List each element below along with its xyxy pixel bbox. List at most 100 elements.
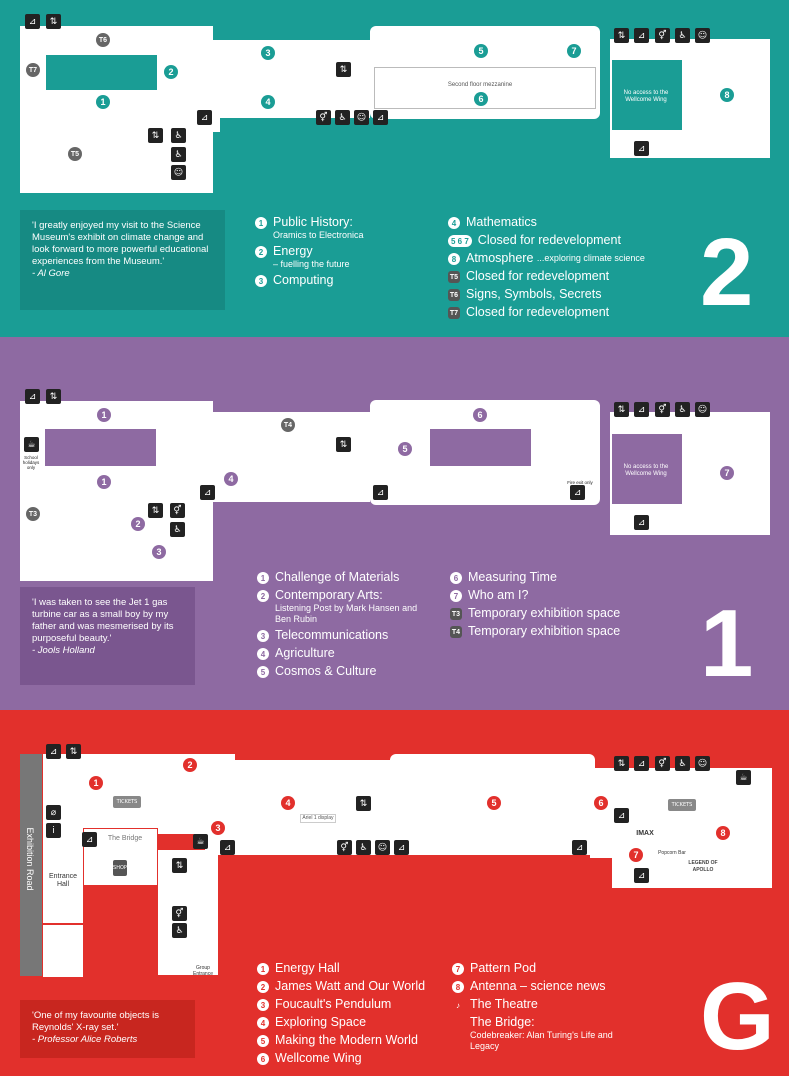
marker-6[interactable]: 6: [474, 92, 488, 106]
stairs-icon[interactable]: ⊿: [46, 744, 61, 759]
marker-1[interactable]: 1: [97, 408, 111, 422]
legend-item[interactable]: T6 Signs, Symbols, Secrets: [448, 287, 602, 301]
lift-icon[interactable]: ⇅: [148, 128, 163, 143]
legend-item[interactable]: 4 Mathematics: [448, 215, 688, 230]
marker-3[interactable]: 3: [261, 46, 275, 60]
accessible-icon[interactable]: ♿: [172, 923, 187, 938]
marker-6[interactable]: 6: [594, 796, 608, 810]
stairs-icon[interactable]: ⊿: [220, 840, 235, 855]
legend-item[interactable]: 2 Energy – fuelling the future: [255, 244, 440, 270]
marker-8[interactable]: 8: [716, 826, 730, 840]
cafe-icon[interactable]: ☕: [736, 770, 751, 785]
legend-item[interactable]: 4 Agriculture: [257, 646, 442, 661]
marker-8[interactable]: 8: [720, 88, 734, 102]
toilets-icon[interactable]: ⚥: [337, 840, 352, 855]
legend-item[interactable]: 7 Pattern Pod: [452, 961, 652, 976]
stairs-icon[interactable]: ⊿: [25, 389, 40, 404]
tickets-icon[interactable]: TICKETS: [113, 796, 141, 808]
stairs-icon[interactable]: ⊿: [614, 808, 629, 823]
accessible-icon[interactable]: ♿: [675, 28, 690, 43]
baby-change-icon[interactable]: ☺: [171, 165, 186, 180]
lift-icon[interactable]: ⇅: [46, 14, 61, 29]
marker-4[interactable]: 4: [281, 796, 295, 810]
legend-item[interactable]: 5 Cosmos & Culture: [257, 664, 442, 679]
baby-change-icon[interactable]: ☺: [354, 110, 369, 125]
baby-change-icon[interactable]: ☺: [695, 402, 710, 417]
marker-2[interactable]: 2: [131, 517, 145, 531]
legend-item[interactable]: 1 Energy Hall: [257, 961, 447, 976]
legend-item[interactable]: T4 Temporary exhibition space: [450, 624, 621, 638]
lift-icon[interactable]: ⇅: [614, 402, 629, 417]
legend-item[interactable]: T3 Temporary exhibition space: [450, 606, 621, 620]
legend-item[interactable]: T5 Closed for redevelopment: [448, 269, 610, 283]
stairs-icon[interactable]: ⊿: [634, 756, 649, 771]
legend-item[interactable]: 3 Telecommunications: [257, 628, 442, 643]
stairs-icon[interactable]: ⊿: [82, 832, 97, 847]
legend-item[interactable]: 2 Contemporary Arts: Listening Post by Mar…: [257, 588, 442, 625]
stairs-icon[interactable]: ⊿: [634, 868, 649, 883]
marker-2[interactable]: 2: [164, 65, 178, 79]
stairs-icon[interactable]: ⊿: [634, 141, 649, 156]
lift-icon[interactable]: ⇅: [172, 858, 187, 873]
legend-item[interactable]: 5 6 7 Closed for redevelopment: [448, 233, 688, 248]
legend-item[interactable]: 4 Exploring Space: [257, 1015, 447, 1030]
toilets-icon[interactable]: ⚥: [655, 756, 670, 771]
legend-item[interactable]: 1 Challenge of Materials: [257, 570, 442, 585]
baby-change-icon[interactable]: ☺: [375, 840, 390, 855]
stairs-icon[interactable]: ⊿: [394, 840, 409, 855]
marker-5[interactable]: 5: [398, 442, 412, 456]
info-icon[interactable]: i: [46, 823, 61, 838]
marker-5[interactable]: 5: [474, 44, 488, 58]
lift-icon[interactable]: ⇅: [356, 796, 371, 811]
toilets-icon[interactable]: ♿: [171, 128, 186, 143]
legend-item[interactable]: 3 Foucault's Pendulum: [257, 997, 447, 1012]
marker-t6[interactable]: T6: [96, 33, 110, 47]
legend-item[interactable]: 8 Antenna – science news: [452, 979, 652, 994]
accessible-icon[interactable]: ♿: [335, 110, 350, 125]
legend-item[interactable]: 7 Who am I?: [450, 588, 670, 603]
cafe-icon[interactable]: ☕: [24, 437, 39, 452]
marker-7[interactable]: 7: [629, 848, 643, 862]
lift-icon[interactable]: ⇅: [336, 437, 351, 452]
shop-icon[interactable]: SHOP: [113, 860, 127, 876]
marker-4[interactable]: 4: [261, 95, 275, 109]
legend-item[interactable]: 1 Public History: Oramics to Electronica: [255, 215, 440, 241]
stairs-icon[interactable]: ⊿: [634, 402, 649, 417]
accessible-icon[interactable]: ♿: [171, 147, 186, 162]
marker-t5[interactable]: T5: [68, 147, 82, 161]
legend-item[interactable]: 8 Atmosphere ...exploring climate science: [448, 251, 688, 266]
accessible-icon[interactable]: ♿: [356, 840, 371, 855]
legend-item[interactable]: 2 James Watt and Our World: [257, 979, 447, 994]
baby-change-icon[interactable]: ☺: [695, 28, 710, 43]
marker-2[interactable]: 2: [183, 758, 197, 772]
legend-item[interactable]: T7 Closed for redevelopment: [448, 305, 610, 319]
legend-item[interactable]: 6 Wellcome Wing: [257, 1051, 447, 1066]
stairs-icon[interactable]: ⊿: [25, 14, 40, 29]
stairs-icon[interactable]: ⊿: [373, 110, 388, 125]
stairs-icon[interactable]: ⊿: [197, 110, 212, 125]
stairs-icon[interactable]: ⊿: [373, 485, 388, 500]
marker-4[interactable]: 4: [224, 472, 238, 486]
legend-item[interactable]: ♪ The Theatre: [456, 997, 538, 1011]
toilets-icon[interactable]: ⚥: [316, 110, 331, 125]
accessible-icon[interactable]: ♿: [170, 522, 185, 537]
lift-icon[interactable]: ⇅: [148, 503, 163, 518]
stairs-icon[interactable]: ⊿: [200, 485, 215, 500]
marker-3[interactable]: 3: [152, 545, 166, 559]
marker-7[interactable]: 7: [720, 466, 734, 480]
stairs-icon[interactable]: ⊿: [634, 28, 649, 43]
marker-3[interactable]: 3: [211, 821, 225, 835]
legend-item[interactable]: 5 Making the Modern World: [257, 1033, 447, 1048]
marker-6[interactable]: 6: [473, 408, 487, 422]
marker-1[interactable]: 1: [96, 95, 110, 109]
lift-icon[interactable]: ⇅: [614, 28, 629, 43]
toilets-icon[interactable]: ⚥: [170, 503, 185, 518]
marker-7[interactable]: 7: [567, 44, 581, 58]
marker-t7[interactable]: T7: [26, 63, 40, 77]
marker-t4[interactable]: T4: [281, 418, 295, 432]
baby-change-icon[interactable]: ☺: [695, 756, 710, 771]
stairs-icon[interactable]: ⊿: [634, 515, 649, 530]
marker-1[interactable]: 1: [97, 475, 111, 489]
lift-icon[interactable]: ⇅: [46, 389, 61, 404]
accessible-icon[interactable]: ♿: [675, 402, 690, 417]
